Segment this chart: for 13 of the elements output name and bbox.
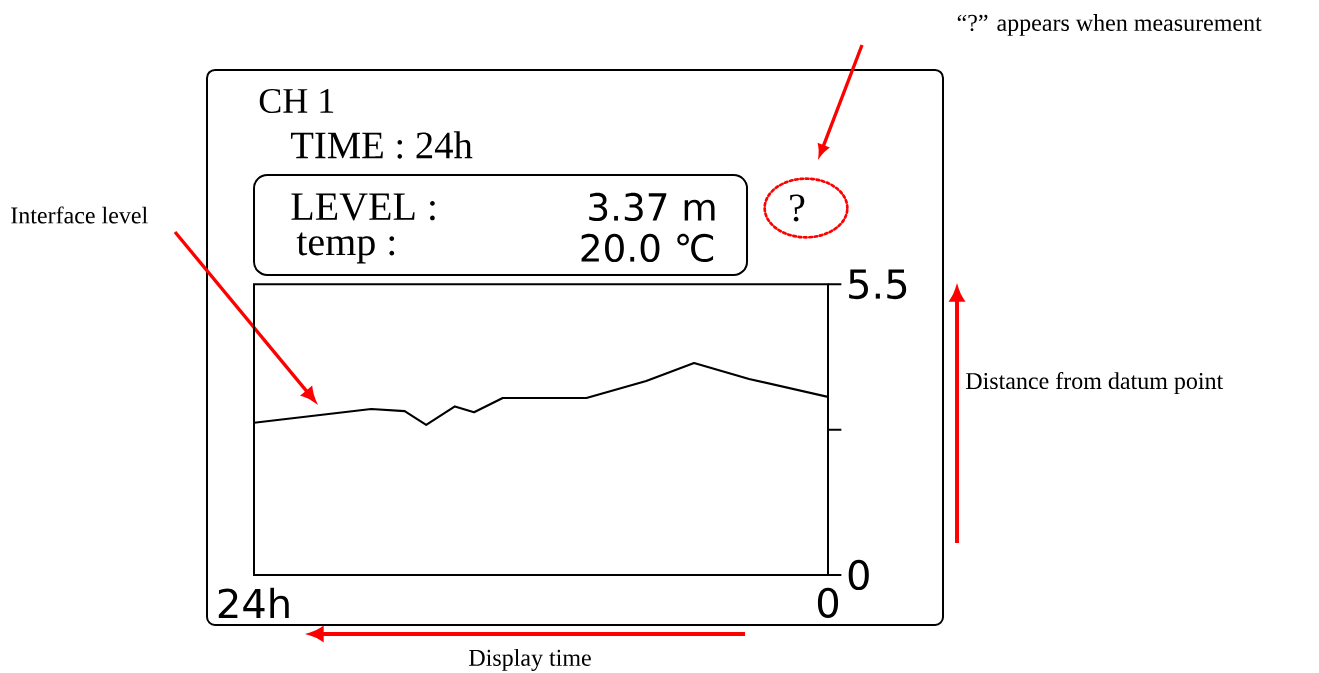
text: Distance from datum point bbox=[965, 371, 1224, 394]
text: Display time bbox=[469, 649, 591, 671]
text: Interface level bbox=[11, 206, 148, 224]
y-tick-label: 5.5 bbox=[849, 269, 907, 300]
text: LEVEL : bbox=[291, 193, 435, 221]
chart-title: CH 1 bbox=[259, 88, 334, 114]
text: 20.0 ℃ bbox=[581, 233, 714, 263]
text: 3.37 m bbox=[589, 192, 715, 222]
text: “?” appears when measurement bbox=[957, 14, 1262, 36]
text: ? bbox=[790, 194, 805, 222]
x-tick-label: 24h bbox=[218, 587, 289, 619]
text: temp : bbox=[296, 232, 395, 264]
chart-subtitle: TIME : 24h bbox=[290, 131, 473, 159]
